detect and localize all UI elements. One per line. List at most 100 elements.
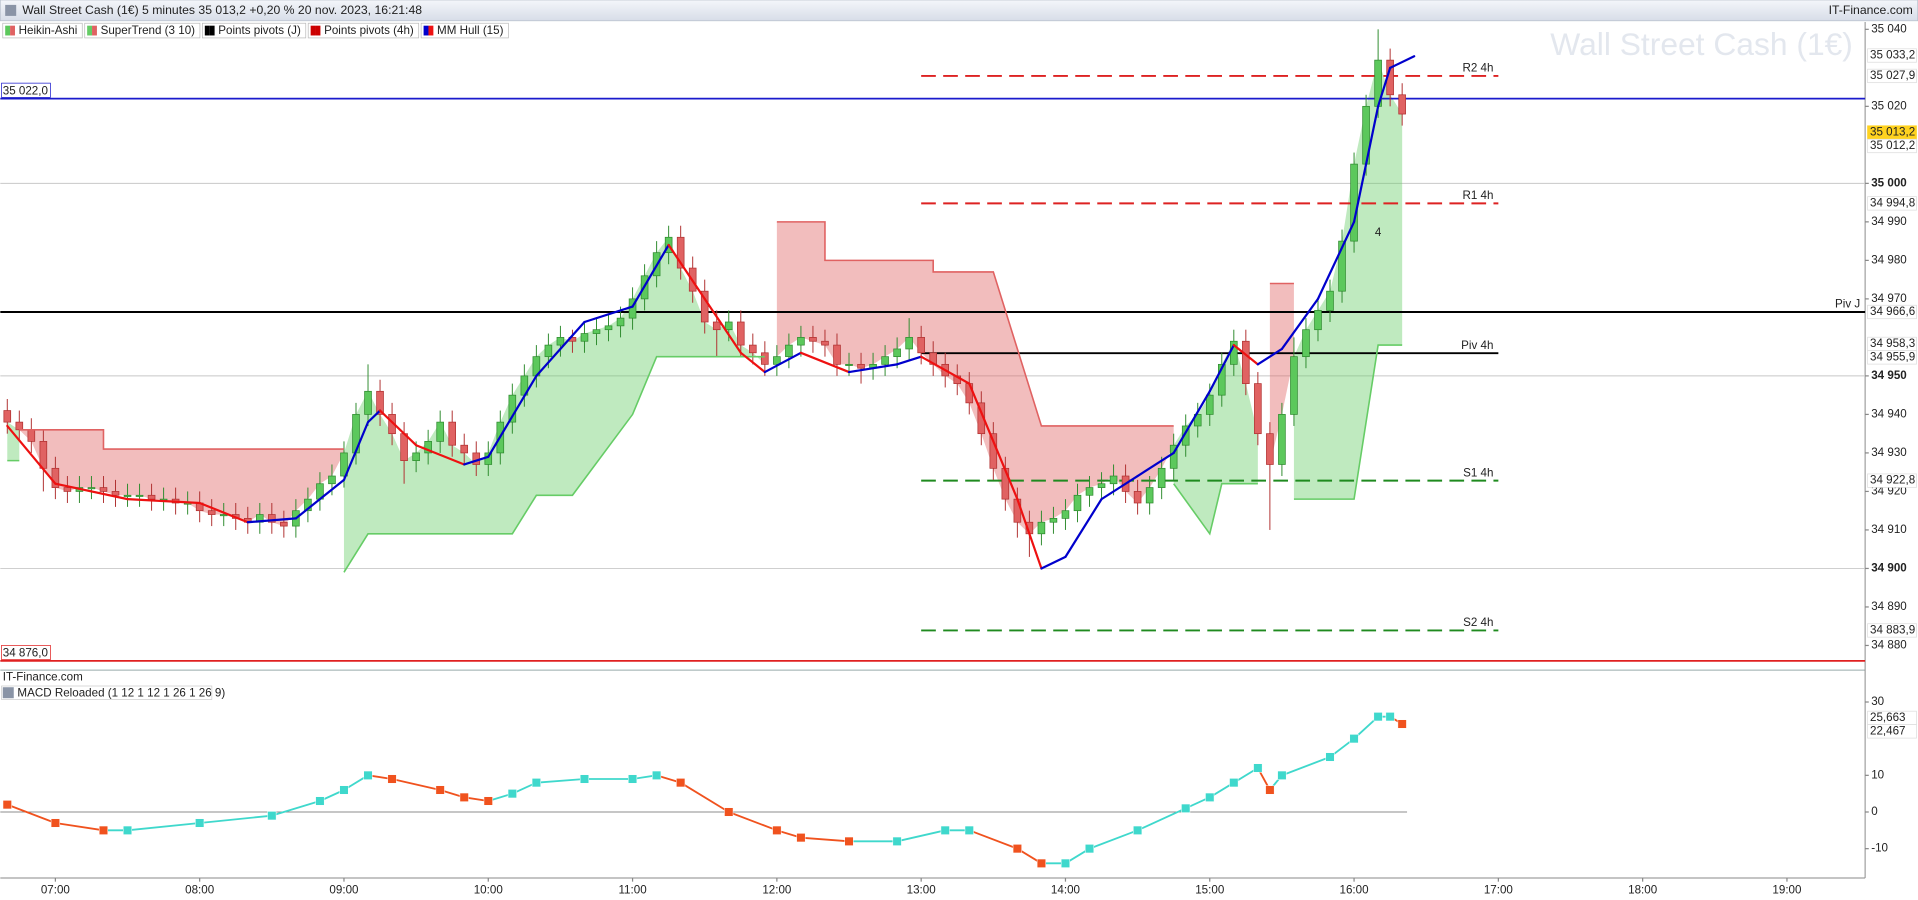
macd-point — [940, 825, 950, 835]
hull-segment — [920, 355, 971, 385]
hull-segment — [198, 501, 249, 524]
hull-segment — [294, 478, 346, 520]
candle-body — [1398, 94, 1406, 115]
legend-swatch — [310, 25, 316, 36]
price-label: 35 013,2 — [1870, 126, 1915, 139]
candle-body — [556, 337, 565, 346]
hull-segment — [631, 243, 670, 308]
y-tick-label: 34 910 — [1871, 523, 1907, 536]
supertrend-fill — [1173, 341, 1258, 534]
hull-segment — [667, 243, 706, 300]
candle-body — [737, 321, 745, 346]
macd-point — [98, 825, 109, 835]
macd-point — [892, 836, 902, 846]
y-tick-label: 34 980 — [1871, 253, 1907, 266]
candle-body — [1133, 491, 1142, 504]
x-tick-label: 11:00 — [618, 883, 646, 896]
price-label: 34 922,8 — [1870, 474, 1915, 487]
legend-label[interactable]: Points pivots (J) — [218, 24, 301, 37]
candle-body — [147, 494, 156, 500]
candle-body — [376, 390, 384, 415]
y-tick-label: 34 920 — [1871, 484, 1907, 497]
macd-point — [459, 792, 469, 802]
x-tick-label: 16:00 — [1340, 883, 1369, 896]
candle-body — [1145, 487, 1154, 504]
candle-body — [580, 333, 589, 342]
hull-segment — [799, 351, 851, 374]
legend-label[interactable]: Heikin-Ashi — [19, 24, 78, 37]
x-tick-label: 10:00 — [474, 883, 503, 896]
hull-segment — [535, 320, 586, 378]
price-label-box — [1867, 48, 1917, 63]
candle-body — [833, 344, 841, 365]
price-label-box — [1867, 623, 1917, 638]
line-label: 34 876,0 — [3, 647, 48, 660]
price-label: 34 955,9 — [1870, 350, 1915, 363]
candle-body — [3, 410, 12, 423]
macd-point — [1397, 719, 1407, 729]
candle-body — [592, 329, 601, 334]
hull-segment — [1377, 66, 1392, 108]
candle-body — [773, 356, 781, 365]
candle-body — [1254, 383, 1262, 435]
candle-body — [857, 363, 865, 369]
hull-segment — [1256, 347, 1284, 366]
x-tick-label: 07:00 — [41, 883, 70, 896]
pivot-label: R2 4h — [1462, 62, 1493, 75]
legend-label[interactable]: Points pivots (4h) — [324, 24, 414, 37]
candle-body — [785, 344, 793, 358]
y-tick-label: 34 900 — [1871, 562, 1907, 575]
legend-label[interactable]: SuperTrend (3 10) — [101, 24, 196, 37]
pivot-label: Piv 4h — [1461, 339, 1493, 352]
annotation: 4 — [1375, 226, 1382, 239]
candle-body — [111, 491, 120, 496]
hull-segment — [1136, 451, 1175, 478]
macd-point — [579, 774, 589, 784]
macd-point — [435, 785, 445, 795]
price-label-box — [1867, 724, 1917, 739]
macd-segment — [55, 822, 104, 832]
candle-body — [123, 494, 132, 497]
macd-segment — [728, 811, 778, 832]
macd-point — [724, 807, 734, 817]
legend-label[interactable]: MM Hull (15) — [437, 24, 504, 37]
candle-body — [893, 348, 901, 358]
line-label-box — [1, 645, 51, 660]
hull-segment — [896, 355, 923, 366]
legend-swatch — [5, 25, 11, 36]
legend-swatch — [209, 25, 215, 36]
title-icon — [5, 4, 17, 16]
candle-body — [1302, 329, 1310, 358]
y-tick-label: 35 040 — [1871, 22, 1907, 35]
macd-point — [1036, 858, 1046, 868]
macd-point — [1060, 858, 1070, 868]
hull-segment — [1352, 105, 1380, 223]
macd-segment — [680, 781, 730, 813]
macd-point — [1133, 825, 1143, 835]
x-tick-label: 08:00 — [185, 883, 214, 896]
hull-segment — [366, 409, 382, 424]
lines — [6, 55, 1416, 573]
macd-segment — [968, 829, 1018, 850]
hull-segment — [378, 409, 418, 447]
hull-segment — [1389, 55, 1416, 69]
candle-body — [1338, 240, 1346, 292]
labels: Piv J R2 4h R1 4h Piv 4h S1 4h S2 4h 35 022,0 3… — [1, 62, 1860, 660]
price-label: 34 994,8 — [1870, 196, 1915, 209]
y-tick-label: 34 970 — [1871, 292, 1907, 305]
legend-swatch — [428, 25, 434, 36]
candle-body — [1061, 510, 1070, 519]
y-tick-label: 34 880 — [1871, 639, 1907, 652]
candle-body — [448, 421, 456, 446]
legend-swatch — [423, 25, 429, 36]
legend-swatch — [87, 25, 93, 36]
candles — [3, 29, 1406, 557]
candle-body — [749, 344, 757, 354]
supertrend-line — [19, 221, 1294, 450]
candle-body — [328, 475, 336, 485]
line-label: 35 022,0 — [3, 84, 48, 97]
macd-point — [1253, 763, 1263, 773]
macd-point — [1265, 785, 1275, 795]
watermark: Wall Street Cash (1€) — [1550, 26, 1853, 62]
